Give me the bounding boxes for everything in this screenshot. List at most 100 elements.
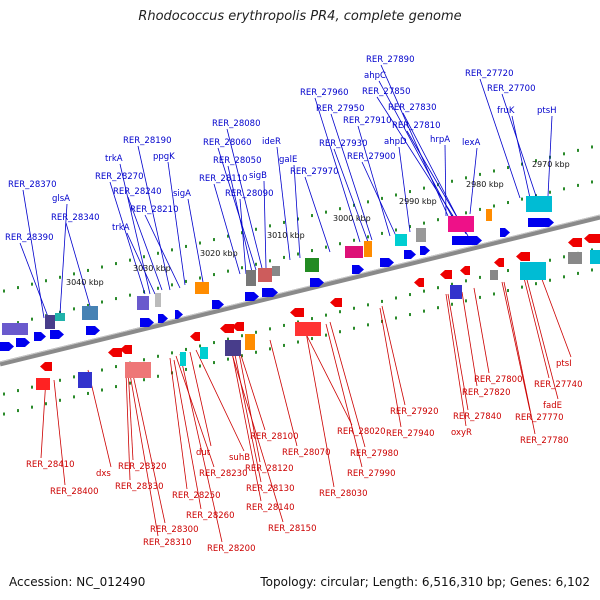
- leader-line: [175, 355, 215, 468]
- reverse-gene-arrow: [584, 234, 600, 243]
- reverse-gene-label: RER_28020: [337, 427, 385, 437]
- leader-line: [231, 351, 262, 502]
- kbp-tick-label: 2980 kbp: [466, 180, 504, 189]
- forward-gene-arrow: [212, 300, 224, 309]
- gene-feature: [568, 252, 582, 264]
- gene-feature: [125, 362, 151, 378]
- forward-gene-arrow: [34, 332, 46, 341]
- forward-gene-label: RER_27700: [487, 84, 535, 94]
- forward-gene-arrow: [528, 218, 554, 227]
- leader-line: [469, 147, 478, 215]
- leader-line: [525, 275, 559, 400]
- gene-feature: [395, 234, 407, 246]
- forward-gene-label: RER_28080: [212, 119, 260, 129]
- gene-feature: [45, 315, 55, 329]
- forward-gene-arrow: [50, 330, 64, 339]
- leader-line: [269, 339, 298, 447]
- reverse-gene-arrow: [494, 258, 504, 267]
- leader-line: [325, 323, 363, 468]
- forward-gene-label: ahpD: [384, 137, 407, 147]
- reverse-gene-label: RER_27800: [474, 375, 522, 385]
- reverse-gene-label: RER_28300: [150, 525, 198, 535]
- forward-gene-label: RER_27810: [392, 121, 440, 131]
- leader-line: [40, 377, 47, 459]
- forward-gene-label: glsA: [52, 194, 70, 204]
- kbp-tick-label: 3040 kbp: [66, 278, 104, 287]
- leader-line: [276, 146, 291, 261]
- reverse-gene-label: RER_28260: [186, 511, 234, 521]
- leader-line: [137, 145, 171, 291]
- reverse-gene-label: RER_28120: [245, 464, 293, 474]
- forward-gene-label: RER_27970: [290, 167, 338, 177]
- reverse-gene-label: ptsI: [556, 359, 572, 369]
- forward-gene-label: RER_28210: [130, 205, 178, 215]
- forward-gene-label: RER_28110: [199, 174, 247, 184]
- reverse-gene-arrow: [40, 362, 52, 371]
- forward-gene-arrow: [0, 342, 14, 351]
- gene-feature: [200, 347, 208, 359]
- reverse-gene-arrow: [190, 332, 200, 341]
- leader-line: [237, 345, 266, 431]
- leader-line: [329, 321, 366, 448]
- leader-line: [127, 367, 134, 461]
- reverse-gene-label: RER_28070: [282, 448, 330, 458]
- leader-line: [357, 125, 391, 237]
- forward-gene-label: RER_27890: [366, 55, 414, 65]
- leader-line: [231, 353, 284, 523]
- forward-gene-arrow: [380, 258, 394, 267]
- reverse-gene-arrow: [440, 270, 452, 279]
- leader-line: [217, 147, 257, 271]
- reverse-gene-label: dut: [196, 448, 211, 458]
- leader-line: [131, 369, 166, 524]
- leader-line: [305, 331, 335, 488]
- leader-line: [167, 161, 186, 286]
- gene-feature: [55, 313, 65, 321]
- leader-line: [263, 180, 267, 269]
- forward-gene-label: RER_28090: [225, 189, 273, 199]
- leader-line: [445, 293, 467, 427]
- gene-feature: [36, 378, 50, 390]
- reverse-gene-label: RER_28100: [250, 432, 298, 442]
- reverse-gene-label: RER_27770: [515, 413, 563, 423]
- gene-feature: [225, 340, 241, 356]
- leader-line: [479, 78, 521, 199]
- forward-gene-label: RER_28050: [213, 156, 261, 166]
- leader-line: [239, 198, 247, 275]
- gene-feature: [180, 352, 186, 366]
- reverse-gene-arrow: [568, 238, 582, 247]
- reverse-gene-label: RER_28230: [199, 469, 247, 479]
- reverse-gene-label: RER_28200: [207, 544, 255, 554]
- leader-line: [173, 359, 202, 510]
- leader-line: [226, 128, 263, 269]
- leader-line: [473, 287, 490, 374]
- forward-gene-label: RER_28270: [95, 172, 143, 182]
- reverse-gene-arrow: [414, 278, 424, 287]
- leader-line: [227, 165, 253, 273]
- forward-gene-arrow: [452, 236, 482, 245]
- gene-feature: [526, 196, 552, 212]
- reverse-gene-arrow: [108, 348, 122, 357]
- forward-gene-label: sigB: [249, 171, 267, 181]
- forward-gene-label: RER_27830: [388, 103, 436, 113]
- reverse-gene-label: RER_27740: [534, 380, 582, 390]
- reverse-gene-label: dxs: [96, 469, 111, 479]
- kbp-tick-label: 3000 kbp: [333, 214, 371, 223]
- gene-feature: [245, 334, 255, 350]
- reverse-gene-label: RER_28320: [118, 462, 166, 472]
- leader-line: [65, 222, 91, 307]
- reverse-gene-arrow: [330, 298, 342, 307]
- forward-gene-arrow: [500, 228, 510, 237]
- leader-line: [461, 291, 478, 387]
- reverse-gene-label: RER_28310: [143, 538, 191, 548]
- leader-line: [59, 203, 68, 315]
- forward-gene-arrow: [16, 338, 30, 347]
- forward-gene-label: trkA: [105, 154, 123, 164]
- gene-feature: [258, 268, 272, 282]
- gene-feature: [2, 323, 28, 335]
- forward-gene-label: RER_28390: [5, 233, 53, 243]
- forward-gene-label: RER_28340: [51, 213, 99, 223]
- kbp-tick-label: 2990 kbp: [399, 197, 437, 206]
- leader-line: [511, 115, 531, 199]
- leader-line: [444, 144, 447, 217]
- gene-feature: [137, 296, 149, 310]
